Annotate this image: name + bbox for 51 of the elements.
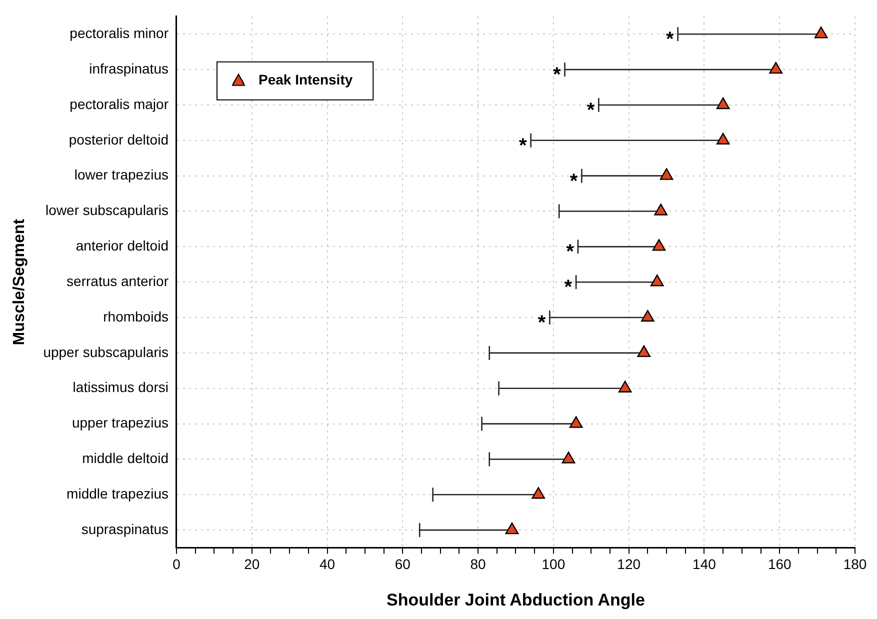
y-tick-label: posterior deltoid — [68, 131, 168, 148]
y-tick-label: upper trapezius — [72, 414, 168, 431]
point — [532, 487, 546, 499]
x-tick-label: 140 — [692, 556, 716, 572]
annotation: * — [538, 312, 546, 334]
y-tick-label: pectoralis major — [70, 96, 169, 112]
y-tick-label: supraspinatus — [81, 520, 168, 537]
point — [654, 204, 668, 216]
point — [505, 522, 519, 534]
x-tick-label: 0 — [172, 556, 181, 572]
point — [650, 274, 664, 286]
y-tick-label: middle deltoid — [82, 450, 168, 466]
x-axis-title: Shoulder Joint Abduction Angle — [386, 590, 645, 610]
y-tick-label: infraspinatus — [89, 60, 168, 76]
y-tick-label: lower subscapularis — [46, 202, 168, 218]
x-tick-label: 60 — [394, 556, 411, 572]
point — [637, 345, 651, 358]
y-tick-label: anterior deltoid — [76, 238, 168, 254]
annotation: * — [570, 170, 578, 192]
y-tick-label: pectoralis minor — [70, 24, 169, 41]
y-tick-label: upper subscapularis — [43, 344, 168, 360]
annotation: * — [519, 134, 528, 157]
x-tick-label: 160 — [768, 556, 792, 572]
point — [618, 380, 632, 392]
point — [769, 62, 783, 74]
annotation: * — [552, 64, 561, 86]
y-tick-label: serratus anterior — [66, 272, 169, 289]
point — [716, 132, 730, 144]
y-tick-label: lower trapezius — [74, 166, 168, 183]
annotation: * — [586, 99, 595, 122]
y-tick-label: latissimus dorsi — [72, 379, 168, 396]
point — [716, 97, 730, 110]
point — [652, 239, 666, 251]
y-tick-label: middle trapezius — [66, 486, 168, 502]
annotation: * — [666, 28, 674, 51]
y-tick-label: rhomboids — [103, 308, 168, 324]
legend-label: Peak Intensity — [258, 71, 353, 88]
x-tick-label: 100 — [542, 556, 566, 572]
annotation: * — [566, 241, 574, 264]
y-axis-title: Muscle/Segment — [11, 218, 28, 346]
point — [569, 416, 583, 428]
point — [814, 26, 828, 38]
x-tick-label: 20 — [244, 556, 260, 572]
point — [660, 168, 674, 180]
point — [562, 452, 576, 464]
x-tick-label: 120 — [617, 556, 641, 572]
x-tick-label: 40 — [319, 556, 336, 572]
x-tick-label: 80 — [470, 556, 486, 572]
annotation: * — [564, 276, 572, 299]
point — [641, 310, 654, 322]
x-tick-label: 180 — [843, 556, 867, 572]
